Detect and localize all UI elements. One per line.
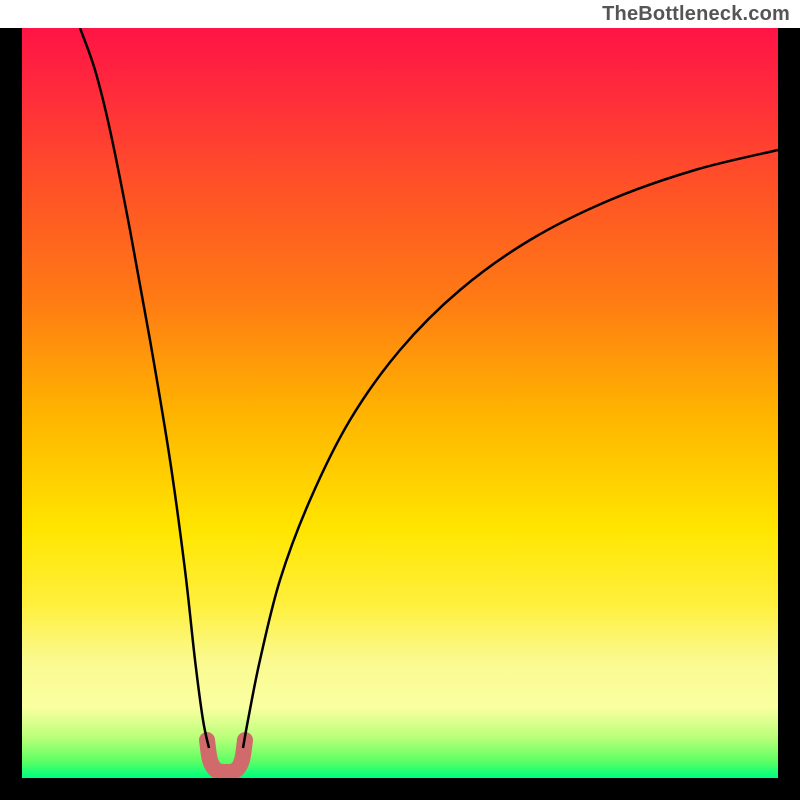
gradient-background	[0, 0, 800, 800]
watermark-text: TheBottleneck.com	[602, 3, 790, 26]
chart-stage: TheBottleneck.com	[0, 0, 800, 800]
watermark-bar: TheBottleneck.com	[0, 0, 800, 28]
